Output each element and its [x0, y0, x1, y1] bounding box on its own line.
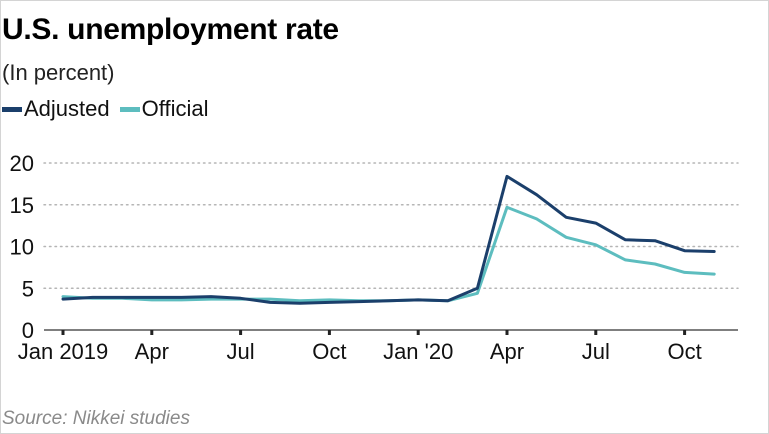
legend-item-official: Official — [119, 96, 209, 122]
x-tick-label-6: Jul — [582, 339, 610, 364]
y-tick-label-20: 20 — [10, 151, 34, 176]
x-tick-label-5: Apr — [490, 339, 524, 364]
chart-title: U.S. unemployment rate — [2, 13, 339, 46]
legend-swatch-official — [119, 106, 140, 112]
x-tick-label-2: Jul — [227, 339, 255, 364]
chart-subtitle: (In percent) — [2, 60, 115, 85]
legend-swatch-adjusted — [2, 106, 22, 112]
y-tick-label-0: 0 — [22, 318, 34, 343]
y-tick-label-15: 15 — [10, 193, 34, 218]
series-line-adjusted — [61, 174, 716, 305]
x-tick-label-1: Apr — [135, 339, 169, 364]
x-tick-label-0: Jan 2019 — [18, 339, 109, 364]
x-tick-label-7: Oct — [667, 339, 701, 364]
series-line-official — [61, 205, 716, 303]
y-tick-label-5: 5 — [22, 276, 34, 301]
source-note: Source: Nikkei studies — [2, 408, 190, 429]
y-tick-label-10: 10 — [10, 235, 34, 260]
legend-label-adjusted: Adjusted — [24, 96, 110, 121]
legend: Adjusted Official — [2, 96, 218, 122]
x-tick-label-4: Jan '20 — [383, 339, 453, 364]
legend-label-official: Official — [141, 96, 209, 121]
x-tick-label-3: Oct — [312, 339, 346, 364]
legend-item-adjusted: Adjusted — [2, 96, 110, 122]
